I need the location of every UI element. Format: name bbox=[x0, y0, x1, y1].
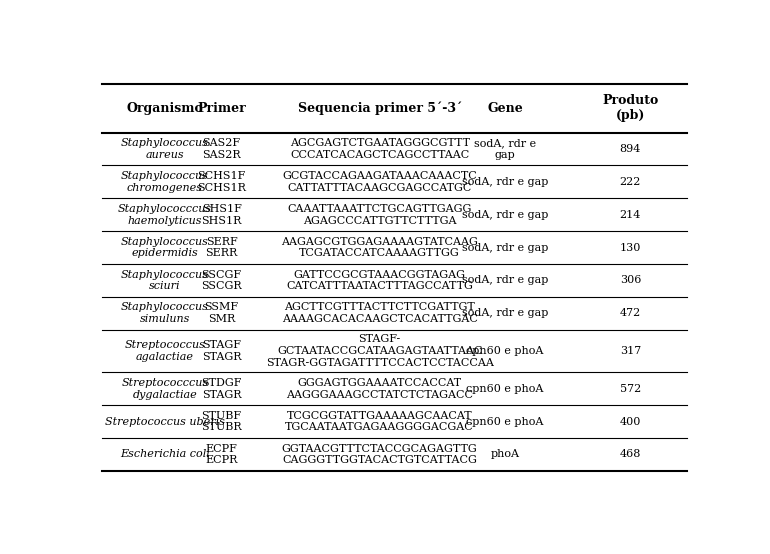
Text: sodA, rdr e gap: sodA, rdr e gap bbox=[462, 210, 548, 220]
Text: Sequencia primer 5´-3´: Sequencia primer 5´-3´ bbox=[297, 101, 462, 115]
Text: Staphylococcus
sciuri: Staphylococcus sciuri bbox=[121, 270, 209, 291]
Text: GATTCCGCGTAAACGGTAGAG
CATCATTTAATACTTTAGCCATTG: GATTCCGCGTAAACGGTAGAG CATCATTTAATACTTTAG… bbox=[286, 270, 473, 291]
Text: GGTAACGTTTCTACCGCAGAGTTG
CAGGGTTGGTACACTGTCATTACG: GGTAACGTTTCTACCGCAGAGTTG CAGGGTTGGTACACT… bbox=[282, 444, 477, 465]
Text: Staphylococcus
aureus: Staphylococcus aureus bbox=[121, 138, 209, 160]
Text: 222: 222 bbox=[620, 177, 641, 187]
Text: sodA, rdr e
gap: sodA, rdr e gap bbox=[474, 138, 536, 160]
Text: CAAATTAAATTCTGCAGTTGAGG
AGAGCCCATTGTTCTTTGA: CAAATTAAATTCTGCAGTTGAGG AGAGCCCATTGTTCTT… bbox=[287, 204, 472, 225]
Text: STAGF-
GCTAATACCGCATAAGAGTAATTAAC
STAGR-GGTAGATTTTCCACTCCTACCAA: STAGF- GCTAATACCGCATAAGAGTAATTAAC STAGR-… bbox=[266, 335, 494, 368]
Text: Staphylococcus
simuluns: Staphylococcus simuluns bbox=[121, 302, 209, 324]
Text: sodA, rdr e gap: sodA, rdr e gap bbox=[462, 308, 548, 318]
Text: STDGF
STAGR: STDGF STAGR bbox=[201, 378, 242, 399]
Text: Primer: Primer bbox=[197, 101, 246, 115]
Text: phoA: phoA bbox=[490, 449, 520, 459]
Text: SSMF
SMR: SSMF SMR bbox=[205, 302, 239, 324]
Text: 572: 572 bbox=[620, 384, 641, 394]
Text: STAGF
STAGR: STAGF STAGR bbox=[202, 340, 241, 362]
Text: cpn60 e phoA: cpn60 e phoA bbox=[467, 346, 544, 356]
Text: AGCTTCGTTTACTTCTTCGATTGT
AAAAGCACACAAGCTCACATTGAC: AGCTTCGTTTACTTCTTCGATTGT AAAAGCACACAAGCT… bbox=[282, 302, 477, 324]
Text: AGCGAGTCTGAATAGGGCGTTT
CCCATCACAGCTCAGCCTTAAC: AGCGAGTCTGAATAGGGCGTTT CCCATCACAGCTCAGCC… bbox=[290, 138, 470, 160]
Text: TCGCGGTATTGAAAAAGCAACAT
TGCAATAATGAGAAGGGGACGAC: TCGCGGTATTGAAAAAGCAACAT TGCAATAATGAGAAGG… bbox=[286, 411, 474, 433]
Text: Streptococccus
dygalactiae: Streptococccus dygalactiae bbox=[122, 378, 209, 399]
Text: 894: 894 bbox=[620, 144, 641, 154]
Text: 468: 468 bbox=[620, 449, 641, 459]
Text: AAGAGCGTGGAGAAAAGTATCAAG
TCGATACCATCAAAAGTTGG: AAGAGCGTGGAGAAAAGTATCAAG TCGATACCATCAAAA… bbox=[281, 237, 478, 258]
Text: Gene: Gene bbox=[487, 101, 523, 115]
Text: 306: 306 bbox=[620, 275, 641, 285]
Text: Organismo: Organismo bbox=[126, 101, 203, 115]
Text: GCGTACCAGAAGATAAACAAACTC
CATTATTTACAAGCGAGCCATGC: GCGTACCAGAAGATAAACAAACTC CATTATTTACAAGCG… bbox=[283, 171, 477, 193]
Text: SSCGF
SSCGR: SSCGF SSCGR bbox=[201, 270, 242, 291]
Text: cpn60 e phoA: cpn60 e phoA bbox=[467, 384, 544, 394]
Text: SAS2F
SAS2R: SAS2F SAS2R bbox=[203, 138, 241, 160]
Text: sodA, rdr e gap: sodA, rdr e gap bbox=[462, 177, 548, 187]
Text: Streptococcus uberis: Streptococcus uberis bbox=[105, 417, 225, 427]
Text: GGGAGTGGAAAATCCACCAT
AAGGGAAAGCCTATCTCTAGACC: GGGAGTGGAAAATCCACCAT AAGGGAAAGCCTATCTCTA… bbox=[286, 378, 474, 399]
Text: Escherichia coli: Escherichia coli bbox=[120, 449, 209, 459]
Text: SHS1F
SHS1R: SHS1F SHS1R bbox=[202, 204, 242, 225]
Text: 214: 214 bbox=[620, 210, 641, 220]
Text: Staphylococcus
chromogenes: Staphylococcus chromogenes bbox=[121, 171, 209, 193]
Text: 472: 472 bbox=[620, 308, 641, 318]
Text: Produto
(pb): Produto (pb) bbox=[602, 94, 658, 122]
Text: STUBF
STUBR: STUBF STUBR bbox=[201, 411, 242, 433]
Text: sodA, rdr e gap: sodA, rdr e gap bbox=[462, 243, 548, 253]
Text: 317: 317 bbox=[620, 346, 641, 356]
Text: 130: 130 bbox=[620, 243, 641, 253]
Text: 400: 400 bbox=[620, 417, 641, 427]
Text: Staphylococcus
epidermidis: Staphylococcus epidermidis bbox=[121, 237, 209, 258]
Text: SCHS1F
SCHS1R: SCHS1F SCHS1R bbox=[197, 171, 246, 193]
Text: SERF
SERR: SERF SERR bbox=[206, 237, 238, 258]
Text: Staphylococccus
haemolyticus: Staphylococccus haemolyticus bbox=[118, 204, 212, 225]
Text: sodA, rdr e gap: sodA, rdr e gap bbox=[462, 275, 548, 285]
Text: Streptococcus
agalactiae: Streptococcus agalactiae bbox=[125, 340, 206, 362]
Text: cpn60 e phoA: cpn60 e phoA bbox=[467, 417, 544, 427]
Text: ECPF
ECPR: ECPF ECPR bbox=[206, 444, 238, 465]
